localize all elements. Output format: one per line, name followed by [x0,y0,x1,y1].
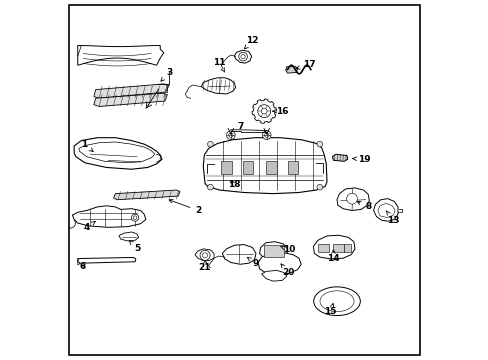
Circle shape [238,52,247,61]
Polygon shape [78,257,136,263]
Text: 1: 1 [81,140,93,152]
Ellipse shape [313,287,360,316]
Text: 6: 6 [80,262,86,271]
Bar [287,161,298,174]
Bar [264,245,283,257]
Bar [242,161,253,174]
Polygon shape [234,50,251,63]
Circle shape [133,216,137,220]
Text: 11: 11 [213,58,225,72]
Polygon shape [222,244,255,264]
Circle shape [257,105,270,118]
Text: 4: 4 [83,221,95,232]
Circle shape [262,131,270,139]
Polygon shape [285,66,297,73]
Text: 7: 7 [237,122,244,131]
Text: 18: 18 [228,180,240,189]
Polygon shape [373,199,397,221]
Circle shape [202,253,207,258]
Polygon shape [336,188,368,211]
Bar [221,161,231,174]
Polygon shape [258,252,301,274]
Text: 9: 9 [246,257,258,268]
Polygon shape [79,142,155,163]
Text: 10: 10 [280,246,295,255]
Circle shape [316,141,322,147]
Polygon shape [201,78,235,94]
Polygon shape [94,93,167,107]
Bar [344,244,351,252]
Text: 5: 5 [129,240,140,253]
Circle shape [241,54,244,59]
Polygon shape [195,249,214,261]
Circle shape [226,131,235,139]
Circle shape [264,133,268,137]
Polygon shape [113,190,180,200]
Polygon shape [261,270,286,281]
Polygon shape [313,235,354,259]
Text: 8: 8 [356,201,370,211]
Circle shape [131,214,139,221]
Bar [265,161,276,174]
Polygon shape [119,232,139,241]
Polygon shape [72,206,145,227]
Text: 20: 20 [281,264,294,277]
Circle shape [261,108,266,114]
Polygon shape [74,138,162,169]
Circle shape [346,193,357,204]
Text: 14: 14 [326,250,339,264]
Circle shape [228,133,233,137]
Polygon shape [78,45,163,65]
Polygon shape [259,242,287,260]
Text: 17: 17 [296,60,315,69]
Text: 13: 13 [386,211,399,225]
Text: 15: 15 [324,303,336,316]
Bar [333,244,344,252]
Text: 21: 21 [198,260,210,273]
Polygon shape [332,154,347,161]
Polygon shape [203,138,326,194]
Text: 12: 12 [244,36,258,49]
Bar [317,244,328,252]
Polygon shape [217,175,230,185]
Polygon shape [94,84,169,98]
Circle shape [316,184,322,190]
Circle shape [207,141,213,147]
Ellipse shape [319,291,353,312]
Text: 19: 19 [352,155,370,164]
Text: 2: 2 [169,199,202,215]
Text: 3: 3 [161,68,172,81]
Circle shape [200,250,210,260]
Text: 16: 16 [272,107,288,116]
Circle shape [207,184,213,190]
Polygon shape [377,203,394,218]
